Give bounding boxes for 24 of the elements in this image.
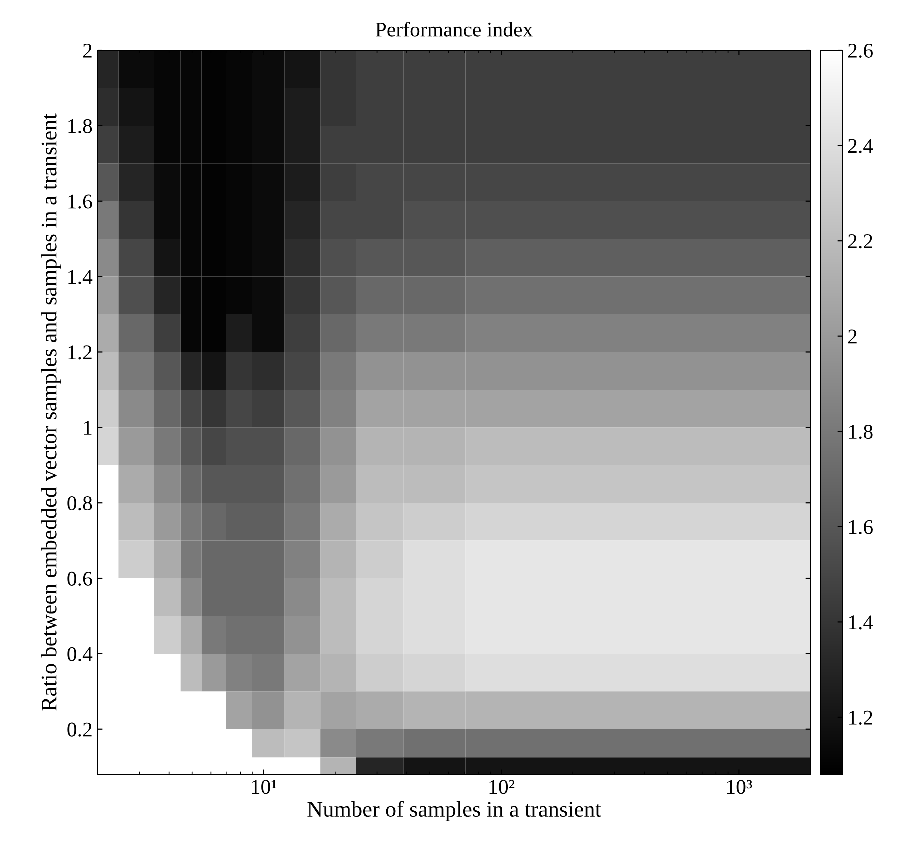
x-tick-label: 10² <box>490 780 515 794</box>
color-bar-label: 2 <box>848 330 857 344</box>
y-tick-label: 1.2 <box>68 346 92 360</box>
y-tick-label: 0.4 <box>68 647 93 662</box>
x-axis-title: Number of samples in a transient <box>308 801 602 822</box>
y-tick-label: 1.6 <box>68 194 92 209</box>
color-bar-label: 2.4 <box>848 139 874 154</box>
y-tick-label: 1.8 <box>68 119 92 134</box>
y-tick-label: 1 <box>84 421 92 435</box>
color-bar-label: 1.6 <box>849 520 873 534</box>
color-bar-label: 1.4 <box>849 616 874 630</box>
y-axis-title: Ratio between embedded vector samples and samples in a transient <box>41 114 62 711</box>
y-tick-label: 2 <box>83 44 92 58</box>
color-bar-label: 1.2 <box>849 710 872 725</box>
x-tick-label: 10³ <box>727 780 752 794</box>
x-tick-label: 10¹ <box>252 780 277 794</box>
y-tick-label: 0.6 <box>68 572 92 586</box>
color-bar-label: 2.2 <box>848 234 872 249</box>
color-bar-label: 2.6 <box>848 44 873 58</box>
y-tick-label: 0.8 <box>68 496 92 511</box>
chart-title: Performance index <box>376 22 533 37</box>
color-bar-label: 1.8 <box>849 425 873 440</box>
y-tick-label: 0.2 <box>68 722 92 737</box>
y-tick-label: 1.4 <box>68 270 93 284</box>
